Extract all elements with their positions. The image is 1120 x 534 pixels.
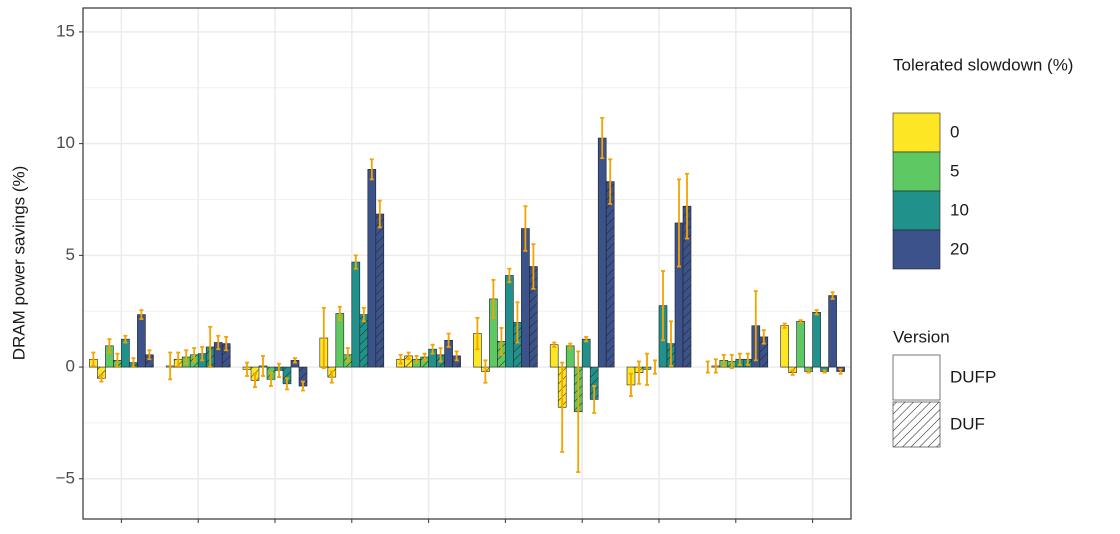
bar <box>565 345 575 368</box>
bar <box>335 313 345 368</box>
bar-hatch <box>606 181 615 368</box>
bar <box>367 169 377 368</box>
bar-hatch <box>404 355 413 368</box>
bar <box>780 325 789 368</box>
bar-hatch <box>359 314 368 368</box>
bar <box>137 314 146 368</box>
legend-swatch <box>892 151 941 192</box>
y-tick-label: 0 <box>66 357 75 376</box>
bar <box>796 320 805 368</box>
bar <box>351 261 361 368</box>
bar-hatch <box>299 367 307 387</box>
legend-swatch <box>892 401 941 448</box>
legend-swatch <box>892 354 941 401</box>
legend-swatch <box>892 190 941 231</box>
bar-hatch <box>222 343 231 368</box>
bar <box>505 275 514 368</box>
y-tick-label: 10 <box>56 133 75 152</box>
legend-label: DUF <box>950 414 985 433</box>
legend-title: Tolerated slowdown (%) <box>893 55 1073 74</box>
bar-hatch <box>529 266 538 368</box>
bar <box>597 137 607 368</box>
bar-hatch <box>804 367 813 372</box>
bar-hatch <box>683 206 691 368</box>
bar <box>812 312 821 368</box>
legend-title: Version <box>893 327 950 346</box>
y-axis-label: DRAM power savings (%) <box>9 166 28 361</box>
bar <box>581 338 591 368</box>
bar-hatch <box>420 357 429 368</box>
bar <box>828 295 837 368</box>
y-tick-label: 15 <box>56 21 75 40</box>
bar-hatch <box>375 214 384 368</box>
bar-hatch <box>283 367 291 384</box>
y-tick-label: −5 <box>56 468 75 487</box>
bar-hatch <box>759 336 768 368</box>
bar-hatch <box>452 355 461 368</box>
legend-label: 10 <box>950 200 969 219</box>
legend-label: DUFP <box>950 367 996 386</box>
bar-hatch <box>145 354 154 368</box>
legend-swatch <box>892 229 941 270</box>
bar-hatch <box>590 367 599 400</box>
legend-swatch <box>892 112 941 153</box>
bar <box>549 344 559 368</box>
legend-label: 0 <box>950 122 959 141</box>
legend-label: 5 <box>950 161 959 180</box>
y-tick-label: 5 <box>66 245 75 264</box>
bar-hatch <box>513 322 522 368</box>
plot-background <box>83 8 851 519</box>
bar-hatch <box>820 367 829 372</box>
plot-border <box>82 7 852 520</box>
bar-hatch <box>97 367 106 379</box>
legend-label: 20 <box>950 239 969 258</box>
